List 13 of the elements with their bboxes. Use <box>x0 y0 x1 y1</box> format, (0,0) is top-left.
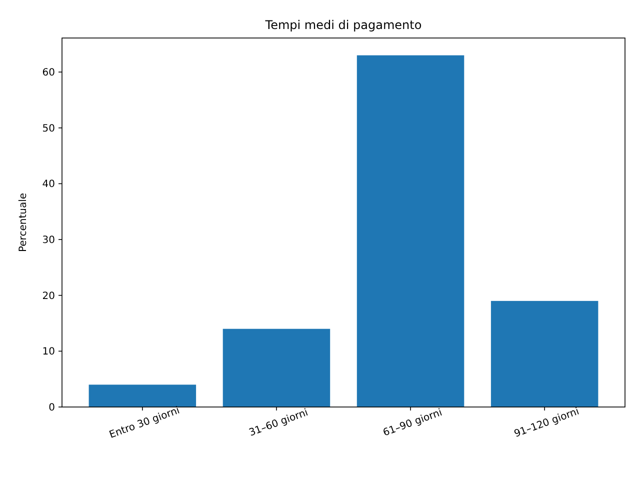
y-tick-label: 50 <box>42 123 55 134</box>
y-tick-label: 30 <box>42 235 55 246</box>
bar <box>490 300 598 407</box>
y-tick-label: 40 <box>42 179 55 190</box>
chart-title: Tempi medi di pagamento <box>264 18 422 32</box>
y-tick-label: 20 <box>42 290 55 302</box>
bar <box>88 384 196 407</box>
y-tick-label: 10 <box>42 346 55 358</box>
y-axis-title: Percentuale <box>18 192 29 252</box>
bar <box>222 328 330 407</box>
y-tick-label: 60 <box>42 68 55 79</box>
bar <box>356 55 464 407</box>
y-tick-label: 0 <box>48 402 55 414</box>
